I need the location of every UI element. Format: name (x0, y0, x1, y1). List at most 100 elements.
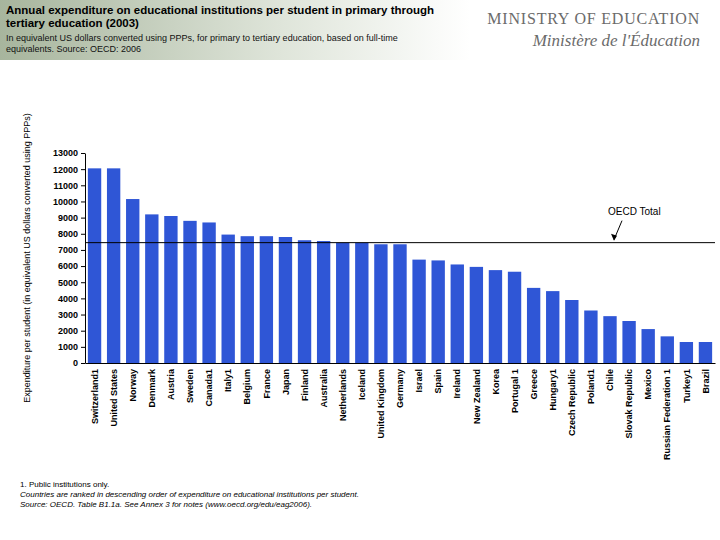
bar (164, 216, 177, 363)
tick-mark (81, 185, 85, 186)
footnote: 1. Public institutions only. (20, 480, 109, 489)
bar (432, 260, 445, 363)
tick-label: Turkey1 (682, 369, 692, 403)
bar (546, 291, 559, 363)
tick-label: Chile (605, 369, 615, 391)
tick: 2000 (58, 326, 85, 336)
tick-label: Iceland (357, 369, 367, 400)
bar (584, 311, 597, 364)
tick-label: 5000 (58, 278, 78, 288)
tick: Switzerland1 (90, 369, 100, 424)
tick: Israel (414, 369, 424, 393)
tick-label: Korea (491, 368, 501, 395)
tick: 4000 (58, 294, 85, 304)
bar (622, 321, 635, 363)
logo-text: Ministère de l'Éducation (532, 31, 700, 50)
tick-label: 2000 (58, 326, 78, 336)
tick: Sweden (185, 369, 195, 403)
bar (355, 243, 368, 363)
tick-label: 0 (73, 358, 78, 368)
tick-label: Denmark (147, 368, 157, 408)
tick-label: United States (109, 369, 119, 427)
tick-mark (81, 234, 85, 235)
tick-mark (81, 266, 85, 267)
bar (680, 342, 693, 363)
tick: Iceland (357, 369, 367, 400)
footnote: Countries are ranked in descending order… (20, 490, 359, 499)
plot-area (85, 168, 715, 363)
tick-label: 12000 (53, 165, 78, 175)
tick-label: Portugal 1 (510, 369, 520, 413)
tick-label: Greece (529, 369, 539, 400)
tick: Slovak Republic (624, 369, 634, 439)
tick-label: 4000 (58, 294, 78, 304)
subtitle: In equivalent US dollars converted using… (6, 33, 398, 54)
tick: Japan (281, 369, 291, 395)
tick-label: 6000 (58, 261, 78, 271)
tick-label: United Kingdom (376, 369, 386, 439)
bar (279, 237, 292, 363)
tick-mark (81, 331, 85, 332)
tick: Norway (128, 369, 138, 402)
bar (508, 272, 521, 363)
tick-label: New Zealand (472, 369, 482, 424)
tick-label: Japan (281, 369, 291, 395)
tick: Italy1 (223, 369, 233, 392)
tick-mark (81, 153, 85, 154)
bar (393, 244, 406, 363)
tick-label: 8000 (58, 229, 78, 239)
reference-line (85, 242, 715, 243)
axis-line (86, 363, 716, 364)
tick: France (262, 369, 272, 399)
tick: Chile (605, 369, 615, 391)
tick-label: Mexico (643, 369, 653, 400)
title: Annual expenditure on educational instit… (6, 4, 434, 29)
bar (699, 342, 712, 363)
chart: Annual expenditure on educational instit… (0, 0, 720, 540)
logo-text: MINISTRY OF EDUCATION (487, 10, 700, 27)
tick: 13000 (53, 148, 85, 158)
tick: 10000 (53, 197, 85, 207)
x-axis: Switzerland1 United States Norway Denmark Au… (86, 364, 716, 461)
tick: 11000 (53, 181, 85, 191)
tick-label: Belgium (242, 369, 252, 405)
bar (374, 244, 387, 363)
bar (107, 168, 120, 363)
tick-label: 3000 (58, 310, 78, 320)
tick: 3000 (58, 310, 85, 320)
tick: Finland (300, 369, 310, 401)
bar (317, 241, 330, 363)
tick: 12000 (53, 165, 85, 175)
bar (451, 264, 464, 363)
bar (298, 240, 311, 363)
tick: 8000 (58, 229, 85, 239)
tick-label: Germany (395, 369, 405, 408)
header-band (0, 0, 470, 60)
tick-label: Sweden (185, 369, 195, 403)
tick: Mexico (643, 369, 653, 400)
tick: United Kingdom (376, 369, 386, 439)
tick-mark (81, 363, 85, 364)
bar (527, 288, 540, 363)
tick-label: Canada1 (204, 369, 214, 407)
tick-label: Italy1 (223, 369, 233, 392)
tick: 7000 (58, 245, 85, 255)
tick: Poland1 (586, 369, 596, 404)
tick-label: Netherlands (338, 369, 348, 421)
tick-label: Czech Republic (567, 369, 577, 436)
bar (565, 300, 578, 363)
tick: Czech Republic (567, 369, 577, 436)
tick: Australia (319, 368, 329, 408)
tick-label: 7000 (58, 245, 78, 255)
bar (336, 243, 349, 363)
y-axis: 0100020003000400050006000700080009000100… (53, 148, 86, 368)
bar (202, 222, 215, 363)
tick-label: Russian Federation 1 (662, 369, 672, 460)
tick-label: 13000 (53, 148, 78, 158)
tick-label: Finland (300, 369, 310, 401)
tick: Austria (166, 368, 176, 400)
annotation-arrowhead (611, 234, 617, 241)
tick-mark (81, 169, 85, 170)
tick: Denmark (147, 368, 157, 408)
tick: United States (109, 369, 119, 427)
